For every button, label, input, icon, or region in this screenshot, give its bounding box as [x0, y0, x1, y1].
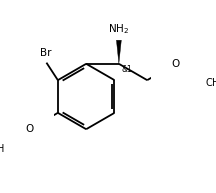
- Text: CH$_3$: CH$_3$: [205, 76, 216, 90]
- Polygon shape: [116, 40, 121, 63]
- Text: CH$_3$: CH$_3$: [0, 142, 10, 156]
- Text: O: O: [25, 124, 34, 134]
- Text: &1: &1: [121, 65, 132, 74]
- Text: NH$_2$: NH$_2$: [108, 22, 129, 36]
- Text: Br: Br: [40, 48, 51, 58]
- Text: O: O: [171, 59, 180, 69]
